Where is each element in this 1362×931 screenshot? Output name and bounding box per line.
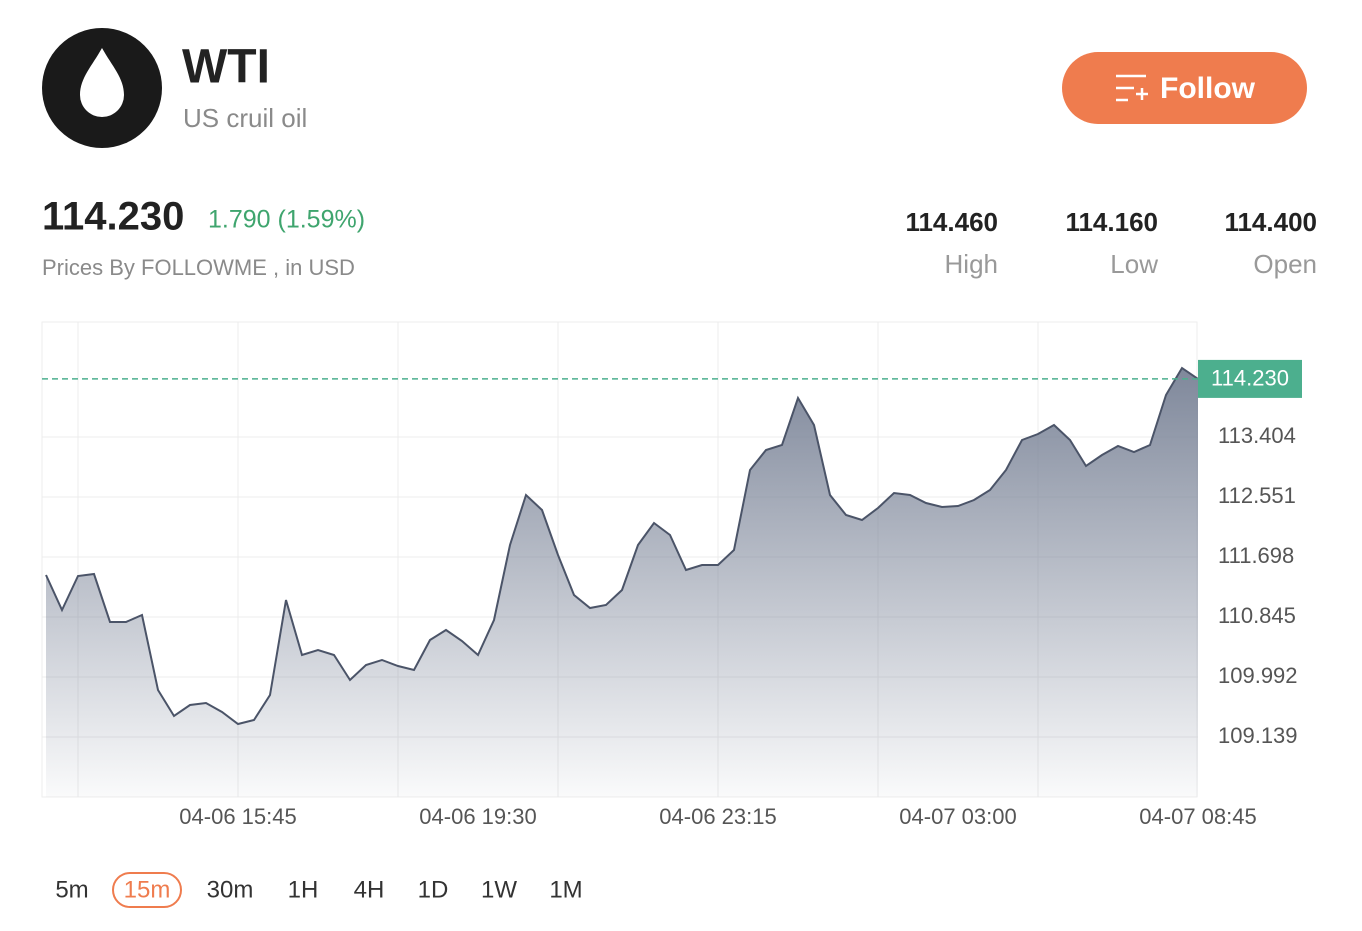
y-tick-label: 111.698 bbox=[1218, 543, 1294, 568]
y-tick-label: 112.551 bbox=[1218, 483, 1296, 508]
timeframe-option[interactable]: 1M bbox=[549, 876, 582, 903]
price-line bbox=[45, 366, 1199, 726]
source-note: Prices By FOLLOWME , in USD bbox=[42, 255, 355, 280]
stat-value: 114.460 bbox=[905, 207, 998, 237]
y-tick-label: 109.139 bbox=[1218, 723, 1298, 748]
stat-label: High bbox=[945, 249, 998, 279]
selected-timeframe[interactable] bbox=[112, 872, 182, 908]
x-tick-label: 04-07 03:00 bbox=[899, 804, 1016, 829]
timeframe-option[interactable]: 1H bbox=[288, 876, 319, 903]
change: 1.790 (1.59%) bbox=[208, 206, 365, 234]
timeframe-option[interactable]: 1W bbox=[481, 876, 517, 903]
timeframe-option[interactable]: 4H bbox=[354, 876, 385, 903]
x-tick-label: 04-06 23:15 bbox=[659, 804, 776, 829]
button-label[interactable]: Follow bbox=[1160, 72, 1256, 105]
area-fill bbox=[46, 368, 1198, 797]
timeframe-option[interactable]: 1D bbox=[418, 876, 449, 903]
stat-label: Low bbox=[1110, 249, 1158, 279]
y-tick-label: 109.992 bbox=[1218, 663, 1298, 688]
x-tick-label: 04-07 08:45 bbox=[1139, 804, 1256, 829]
price: 114.230 bbox=[42, 195, 184, 239]
current-price-tag bbox=[1198, 359, 1302, 398]
x-tick-label: 04-06 15:45 bbox=[179, 804, 296, 829]
timeframe-option[interactable]: 15m bbox=[124, 876, 171, 903]
follow-button[interactable]: Follow bbox=[1062, 52, 1307, 124]
title: WTI bbox=[182, 41, 270, 94]
y-tick-label: 113.404 bbox=[1218, 423, 1296, 448]
subtitle: US cruil oil bbox=[183, 103, 307, 133]
logo bbox=[42, 28, 162, 148]
timeframe-option[interactable]: 5m bbox=[55, 876, 88, 903]
stat-label: Open bbox=[1253, 249, 1317, 279]
stat-value: 114.400 bbox=[1224, 207, 1317, 237]
timeframe-option[interactable]: 30m bbox=[207, 876, 254, 903]
y-tick-label: 110.845 bbox=[1218, 603, 1296, 628]
stat-value: 114.160 bbox=[1065, 207, 1158, 237]
current-price-label: 114.230 bbox=[1211, 366, 1289, 391]
x-tick-label: 04-06 19:30 bbox=[419, 804, 536, 829]
